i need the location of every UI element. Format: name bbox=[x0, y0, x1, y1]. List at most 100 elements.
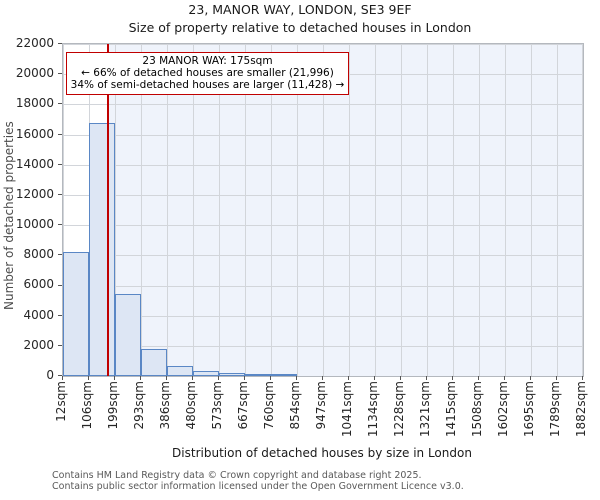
gridline-vertical bbox=[375, 44, 376, 376]
larger-than-property-region bbox=[107, 44, 583, 376]
x-tick-label: 947sqm bbox=[314, 381, 328, 430]
histogram-bar-12sqm bbox=[63, 252, 89, 376]
page-subtitle: Size of property relative to detached ho… bbox=[128, 20, 472, 35]
y-tick-mark bbox=[58, 284, 62, 286]
x-tick-mark bbox=[530, 376, 531, 380]
histogram-bar-106sqm bbox=[89, 122, 115, 376]
x-tick-mark bbox=[218, 376, 219, 380]
y-tick-label: 18000 bbox=[15, 96, 54, 111]
x-tick-label: 1228sqm bbox=[392, 381, 406, 438]
gridline-vertical bbox=[349, 44, 350, 376]
y-tick-mark bbox=[58, 344, 62, 346]
y-tick-mark bbox=[58, 224, 62, 226]
gridline-vertical bbox=[167, 44, 168, 376]
y-tick-mark bbox=[58, 133, 62, 135]
x-tick-label: 293sqm bbox=[132, 381, 146, 430]
y-tick-label: 6000 bbox=[23, 277, 54, 292]
histogram-bar-199sqm bbox=[115, 293, 141, 376]
x-tick-label: 854sqm bbox=[288, 381, 302, 430]
x-tick-mark bbox=[296, 376, 297, 380]
x-tick-mark bbox=[582, 376, 583, 380]
x-tick-label: 480sqm bbox=[184, 381, 198, 430]
annotation-box: 23 MANOR WAY: 175sqm ← 66% of detached h… bbox=[66, 52, 349, 95]
x-tick-mark bbox=[478, 376, 479, 380]
histogram-bar-667sqm bbox=[245, 374, 271, 376]
y-tick-label: 16000 bbox=[15, 126, 54, 141]
x-tick-label: 667sqm bbox=[236, 381, 250, 430]
x-tick-label: 1508sqm bbox=[470, 381, 484, 438]
gridline-vertical bbox=[401, 44, 402, 376]
x-tick-mark bbox=[348, 376, 349, 380]
x-tick-label: 106sqm bbox=[80, 381, 94, 430]
y-tick-mark bbox=[58, 193, 62, 195]
x-tick-label: 12sqm bbox=[54, 381, 68, 422]
y-tick-label: 20000 bbox=[15, 66, 54, 81]
y-tick-label: 12000 bbox=[15, 186, 54, 201]
gridline-vertical bbox=[531, 44, 532, 376]
y-tick-label: 4000 bbox=[23, 307, 54, 322]
x-tick-label: 1321sqm bbox=[418, 381, 432, 438]
x-tick-label: 1695sqm bbox=[522, 381, 536, 438]
y-tick-mark bbox=[58, 43, 62, 44]
histogram-bar-480sqm bbox=[193, 371, 219, 376]
x-tick-label: 1789sqm bbox=[548, 381, 562, 438]
histogram-bar-760sqm bbox=[271, 374, 297, 376]
x-tick-label: 1134sqm bbox=[366, 381, 380, 438]
y-tick-mark bbox=[58, 314, 62, 316]
annotation-larger: 34% of semi-detached houses are larger (… bbox=[70, 79, 345, 91]
histogram-bar-573sqm bbox=[219, 373, 245, 376]
gridline-vertical bbox=[141, 44, 142, 376]
x-tick-mark bbox=[504, 376, 505, 380]
x-tick-mark bbox=[270, 376, 271, 380]
page-title: 23, MANOR WAY, LONDON, SE3 9EF bbox=[188, 2, 412, 17]
y-tick-mark bbox=[58, 375, 62, 376]
gridline-vertical bbox=[427, 44, 428, 376]
x-tick-mark bbox=[114, 376, 115, 380]
histogram-bar-386sqm bbox=[167, 366, 193, 376]
x-tick-label: 573sqm bbox=[210, 381, 224, 430]
x-tick-mark bbox=[556, 376, 557, 380]
y-axis-title: Number of detached properties bbox=[2, 121, 16, 310]
gridline-vertical bbox=[115, 44, 116, 376]
y-tick-mark bbox=[58, 254, 62, 256]
x-tick-label: 1415sqm bbox=[444, 381, 458, 438]
x-axis-title: Distribution of detached houses by size … bbox=[172, 446, 472, 460]
x-tick-label: 1041sqm bbox=[340, 381, 354, 438]
gridline-vertical bbox=[557, 44, 558, 376]
y-tick-mark bbox=[58, 163, 62, 165]
x-tick-label: 199sqm bbox=[106, 381, 120, 430]
y-tick-label: 14000 bbox=[15, 156, 54, 171]
x-tick-mark bbox=[140, 376, 141, 380]
x-tick-mark bbox=[62, 376, 63, 380]
y-tick-label: 8000 bbox=[23, 247, 54, 262]
x-tick-label: 1882sqm bbox=[574, 381, 588, 438]
gridline-vertical bbox=[479, 44, 480, 376]
footer-copyright-hm-land-registry: Contains HM Land Registry data © Crown c… bbox=[52, 470, 422, 481]
y-tick-label: 0 bbox=[46, 368, 54, 382]
plot-area: 23 MANOR WAY: 175sqm ← 66% of detached h… bbox=[62, 43, 584, 377]
x-tick-mark bbox=[166, 376, 167, 380]
annotation-property: 23 MANOR WAY: 175sqm bbox=[142, 55, 273, 67]
x-tick-label: 386sqm bbox=[158, 381, 172, 430]
x-tick-mark bbox=[374, 376, 375, 380]
annotation-smaller: ← 66% of detached houses are smaller (21… bbox=[81, 67, 334, 79]
x-tick-label: 1602sqm bbox=[496, 381, 510, 438]
gridline-vertical bbox=[323, 44, 324, 376]
x-tick-mark bbox=[322, 376, 323, 380]
x-tick-mark bbox=[244, 376, 245, 380]
gridline-vertical bbox=[219, 44, 220, 376]
property-size-marker-line bbox=[107, 44, 109, 376]
gridline-vertical bbox=[453, 44, 454, 376]
y-tick-label: 22000 bbox=[15, 36, 54, 50]
x-tick-mark bbox=[426, 376, 427, 380]
y-tick-label: 2000 bbox=[23, 337, 54, 352]
x-tick-mark bbox=[88, 376, 89, 380]
gridline-vertical bbox=[245, 44, 246, 376]
gridline-vertical bbox=[193, 44, 194, 376]
histogram-bar-293sqm bbox=[141, 349, 167, 376]
y-tick-label: 10000 bbox=[15, 217, 54, 232]
gridline-vertical bbox=[582, 44, 583, 376]
gridline-vertical bbox=[297, 44, 298, 376]
gridline-vertical bbox=[271, 44, 272, 376]
